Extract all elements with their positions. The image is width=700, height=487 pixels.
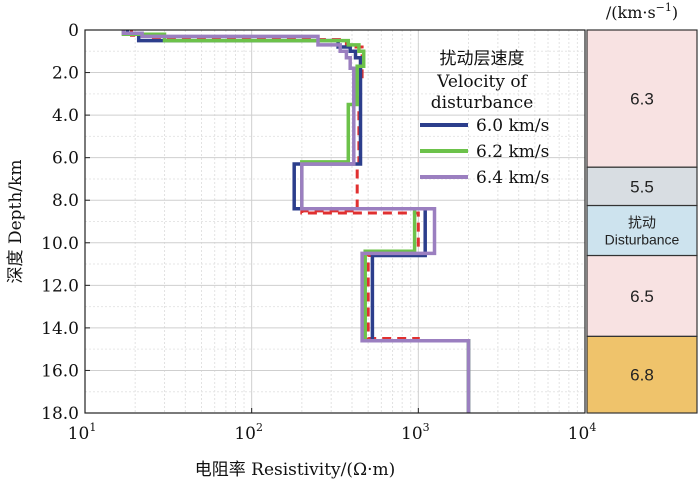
x-tick-base: 10 (401, 424, 423, 444)
layer-block (586, 204, 698, 257)
velocity-unit-label: /(km·s−1) (606, 1, 678, 22)
layer-block (586, 29, 698, 168)
series-line-2 (121, 30, 471, 413)
plot-frame (84, 29, 586, 414)
y-tick-label: 0 (68, 21, 79, 41)
x-tick-exponent: 2 (256, 421, 263, 434)
legend-title-line: Velocity of (436, 72, 528, 92)
y-tick-label: 6.0 (52, 149, 79, 169)
y-tick-label: 4.0 (52, 106, 79, 126)
x-tick-base: 10 (568, 424, 590, 444)
series-group (121, 30, 471, 413)
layer-label: 6.5 (630, 287, 654, 306)
legend-label: 6.0 km/s (476, 116, 549, 136)
x-tick-label: 103 (401, 421, 430, 444)
x-tick-label: 102 (234, 421, 263, 444)
y-tick-label: 8.0 (52, 191, 79, 211)
y-axis-title: 深度 Depth/km (6, 160, 26, 284)
series-line-3 (121, 30, 471, 413)
legend-label: 6.2 km/s (476, 142, 549, 162)
layer-label: 6.3 (630, 90, 654, 109)
x-tick-exponent: 3 (423, 421, 430, 434)
y-tick-label: 2.0 (52, 64, 79, 84)
y-tick-label: 14.0 (41, 319, 79, 339)
velocity-unit-suffix: ) (672, 3, 678, 22)
x-tick-label: 101 (68, 421, 97, 444)
y-tick-label: 10.0 (41, 234, 79, 254)
x-tick-base: 10 (68, 424, 90, 444)
legend-title-line: disturbance (431, 93, 534, 113)
x-tick-base: 10 (234, 424, 256, 444)
y-tick-label: 18.0 (41, 404, 79, 424)
layer-block (586, 166, 698, 207)
legend-label: 6.4 km/s (476, 168, 549, 188)
layer-label-secondary: Disturbance (605, 232, 680, 248)
x-tick-exponent: 1 (89, 421, 96, 434)
x-tick-label: 104 (568, 421, 597, 444)
y-tick-label: 12.0 (41, 276, 79, 296)
y-tick-label: 16.0 (41, 361, 79, 381)
layer-block (586, 254, 698, 338)
x-axis-title: 电阻率 Resistivity/(Ω·m) (195, 460, 396, 480)
layer-label: 5.5 (630, 177, 654, 196)
velocity-unit-exponent: −1 (656, 1, 672, 14)
layer-label: 6.8 (630, 366, 654, 385)
layer-label: 扰动 (628, 215, 656, 231)
layer-block (586, 335, 698, 414)
x-tick-exponent: 4 (589, 421, 596, 434)
velocity-unit-prefix: /(km·s (606, 3, 656, 22)
legend-title-line: 扰动层速度 (440, 49, 525, 69)
